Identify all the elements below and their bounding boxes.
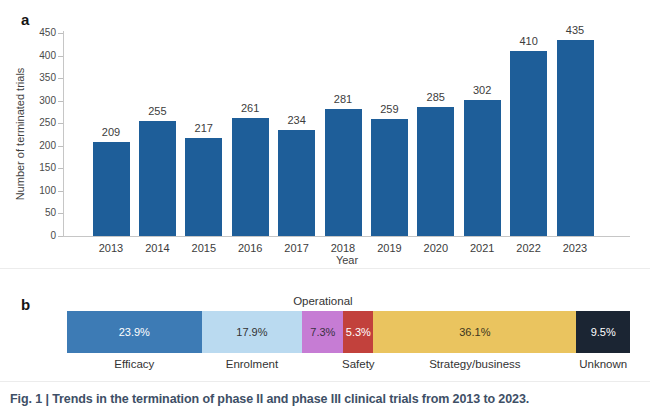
bar-2016 [232, 118, 269, 236]
bar-value-label-2022: 410 [504, 35, 554, 47]
bar-2013 [93, 142, 130, 236]
segment-safety: 5.3%Safety [343, 311, 373, 353]
y-tick-label: 0 [20, 230, 56, 242]
segment-label-operational: Operational [293, 295, 352, 307]
bar-2023 [557, 40, 594, 236]
x-tick-label-2022: 2022 [504, 242, 554, 254]
bar-value-label-2016: 261 [225, 102, 275, 114]
bar-2021 [464, 100, 501, 236]
bar-2017 [278, 130, 315, 236]
bar-2018 [325, 109, 362, 236]
segment-label-safety: Safety [342, 358, 375, 370]
terminated-trials-bar-chart: 0 50 100 150 200 250 300 350 400 450 209 2013 255 201… [0, 0, 650, 270]
segment-pct-enrolment: 17.9% [236, 326, 267, 338]
y-tick-label: 450 [20, 27, 56, 39]
x-tick-label-2018: 2018 [318, 242, 368, 254]
y-axis-line [63, 31, 64, 236]
bar-value-label-2019: 259 [364, 103, 414, 115]
y-tick-mark [58, 123, 63, 124]
x-tick-label-2023: 2023 [550, 242, 600, 254]
bar-value-label-2013: 209 [86, 126, 136, 138]
x-tick-label-2014: 2014 [132, 242, 182, 254]
x-axis-label: Year [327, 254, 367, 266]
bar-value-label-2018: 281 [318, 93, 368, 105]
segment-unknown: 9.5%Unknown [576, 311, 629, 353]
y-tick-label: 50 [20, 207, 56, 219]
bar-2022 [510, 51, 547, 236]
bar-value-label-2017: 234 [272, 114, 322, 126]
y-tick-mark [58, 101, 63, 102]
y-tick-mark [58, 146, 63, 147]
segment-label-enrolment: Enrolment [226, 358, 278, 370]
x-axis-line [63, 236, 630, 237]
y-tick-label: 300 [20, 95, 56, 107]
segment-enrolment: 17.9%Enrolment [202, 311, 303, 353]
y-tick-mark [58, 78, 63, 79]
panel-b-label: b [21, 296, 30, 313]
x-tick-label-2015: 2015 [179, 242, 229, 254]
bar-value-label-2015: 217 [179, 122, 229, 134]
bar-value-label-2021: 302 [457, 84, 507, 96]
y-tick-mark [58, 213, 63, 214]
bar-value-label-2023: 435 [550, 24, 600, 36]
segment-label-strategy-business: Strategy/business [429, 358, 520, 370]
divider-bottom [0, 381, 650, 382]
segment-operational: 7.3%Operational [302, 311, 343, 353]
segment-label-unknown: Unknown [579, 358, 627, 370]
x-tick-label-2019: 2019 [364, 242, 414, 254]
y-tick-mark [58, 168, 63, 169]
segment-label-efficacy: Efficacy [114, 358, 154, 370]
bar-2014 [139, 121, 176, 236]
segment-strategy-business: 36.1%Strategy/business [373, 311, 576, 353]
bar-2020 [417, 107, 454, 236]
y-tick-mark [58, 33, 63, 34]
bar-value-label-2014: 255 [132, 105, 182, 117]
termination-reasons-stacked-bar: 23.9%Efficacy17.9%Enrolment7.3%Operation… [67, 311, 630, 353]
y-tick-label: 100 [20, 185, 56, 197]
x-tick-label-2017: 2017 [272, 242, 322, 254]
figure-caption: Fig. 1 | Trends in the termination of ph… [10, 392, 644, 406]
bar-value-label-2020: 285 [411, 91, 461, 103]
segment-efficacy: 23.9%Efficacy [67, 311, 202, 353]
segment-pct-efficacy: 23.9% [119, 326, 150, 338]
y-tick-mark [58, 191, 63, 192]
x-tick-label-2020: 2020 [411, 242, 461, 254]
y-tick-label: 400 [20, 50, 56, 62]
x-tick-label-2013: 2013 [86, 242, 136, 254]
y-tick-mark [58, 56, 63, 57]
bar-2015 [185, 138, 222, 236]
segment-pct-safety: 5.3% [346, 326, 371, 338]
y-tick-label: 200 [20, 140, 56, 152]
bar-2019 [371, 119, 408, 236]
segment-pct-unknown: 9.5% [591, 326, 616, 338]
y-tick-label: 350 [20, 72, 56, 84]
figure-1: a Number of terminated trials 0501001502… [0, 0, 650, 420]
x-tick-label-2021: 2021 [457, 242, 507, 254]
y-tick-label: 250 [20, 117, 56, 129]
segment-pct-strategy-business: 36.1% [459, 326, 490, 338]
divider-top [0, 268, 650, 269]
y-tick-mark [58, 236, 63, 237]
y-tick-label: 150 [20, 162, 56, 174]
segment-pct-operational: 7.3% [310, 326, 335, 338]
x-tick-label-2016: 2016 [225, 242, 275, 254]
